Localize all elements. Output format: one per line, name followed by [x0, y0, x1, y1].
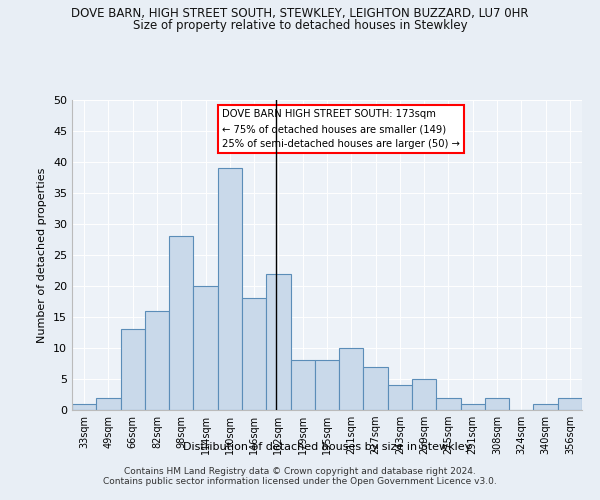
- Bar: [558, 398, 582, 410]
- Text: DOVE BARN HIGH STREET SOUTH: 173sqm
← 75% of detached houses are smaller (149)
2: DOVE BARN HIGH STREET SOUTH: 173sqm ← 75…: [223, 110, 460, 149]
- Y-axis label: Number of detached properties: Number of detached properties: [37, 168, 47, 342]
- Bar: [315, 360, 339, 410]
- Bar: [533, 404, 558, 410]
- Bar: [436, 398, 461, 410]
- Bar: [169, 236, 193, 410]
- Bar: [364, 366, 388, 410]
- Bar: [96, 398, 121, 410]
- Text: Contains HM Land Registry data © Crown copyright and database right 2024.: Contains HM Land Registry data © Crown c…: [124, 468, 476, 476]
- Bar: [121, 330, 145, 410]
- Bar: [339, 348, 364, 410]
- Bar: [266, 274, 290, 410]
- Bar: [193, 286, 218, 410]
- Bar: [145, 311, 169, 410]
- Text: DOVE BARN, HIGH STREET SOUTH, STEWKLEY, LEIGHTON BUZZARD, LU7 0HR: DOVE BARN, HIGH STREET SOUTH, STEWKLEY, …: [71, 8, 529, 20]
- Bar: [242, 298, 266, 410]
- Text: Size of property relative to detached houses in Stewkley: Size of property relative to detached ho…: [133, 19, 467, 32]
- Bar: [485, 398, 509, 410]
- Text: Contains public sector information licensed under the Open Government Licence v3: Contains public sector information licen…: [103, 478, 497, 486]
- Bar: [218, 168, 242, 410]
- Bar: [290, 360, 315, 410]
- Text: Distribution of detached houses by size in Stewkley: Distribution of detached houses by size …: [183, 442, 471, 452]
- Bar: [461, 404, 485, 410]
- Bar: [72, 404, 96, 410]
- Bar: [388, 385, 412, 410]
- Bar: [412, 379, 436, 410]
